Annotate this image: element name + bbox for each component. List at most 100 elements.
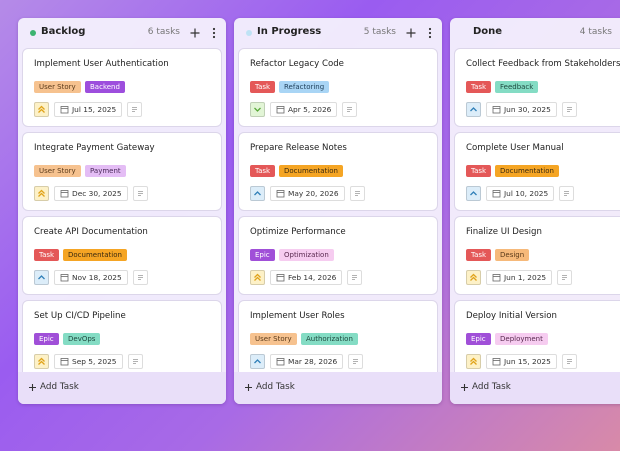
add-task-button[interactable]: Add Task — [450, 372, 620, 404]
calendar-icon — [492, 274, 501, 282]
task-card[interactable]: Prepare Release Notes Task Documentation Ma… — [238, 132, 438, 211]
tag: Task — [250, 81, 276, 93]
chevron — [254, 191, 261, 196]
card-title: Implement User Authentication — [34, 59, 169, 69]
plus-icon — [29, 384, 36, 391]
menu-button[interactable] — [427, 27, 433, 39]
due-date: Dec 30, 2025 — [54, 186, 128, 201]
column-header: Done 4 tasks — [450, 18, 620, 48]
priority-icon — [34, 102, 49, 117]
priority-icon — [466, 186, 481, 201]
due-date: May 20, 2026 — [270, 186, 345, 201]
column: Backlog 6 tasks Implement User Authenticat… — [18, 18, 226, 404]
notes-icon — [347, 270, 362, 285]
task-card[interactable]: Refactor Legacy Code Task Refactoring Apr 5… — [238, 48, 438, 127]
notes-icon — [342, 102, 357, 117]
due-date: Jul 15, 2025 — [54, 102, 123, 117]
lines — [567, 359, 572, 364]
date-text: Nov 18, 2025 — [72, 273, 122, 282]
task-count: 5 tasks — [363, 27, 396, 37]
lines — [138, 191, 143, 196]
calendar-icon — [60, 358, 69, 366]
task-card[interactable]: Optimize Performance Epic Optimization Feb … — [238, 216, 438, 295]
chevron — [470, 357, 477, 365]
card-title: Set Up CI/CD Pipeline — [34, 311, 126, 321]
lines — [567, 107, 572, 112]
calendar-icon — [60, 106, 69, 114]
priority-icon — [466, 102, 481, 117]
card-title: Collect Feedback from Stakeholders — [466, 59, 620, 69]
date-text: Jul 15, 2025 — [72, 105, 117, 114]
card-title: Complete User Manual — [466, 143, 564, 153]
lines — [133, 359, 138, 364]
calendar-icon — [276, 106, 285, 114]
task-count: 4 tasks — [579, 27, 612, 37]
card-title: Create API Documentation — [34, 227, 148, 237]
add-button[interactable] — [189, 27, 201, 39]
lines — [352, 275, 357, 280]
lines — [562, 275, 567, 280]
calendar-icon — [60, 274, 69, 282]
task-card[interactable]: Finalize UI Design Task Design Jun 1, 2025 — [454, 216, 620, 295]
card-title: Integrate Payment Gateway — [34, 143, 155, 153]
column-title: Done — [473, 26, 503, 37]
task-card[interactable]: Implement User Authentication User Story B… — [22, 48, 222, 127]
chevron — [254, 107, 261, 112]
tag: Optimization — [279, 249, 334, 261]
priority-icon — [250, 102, 265, 117]
lines — [564, 191, 569, 196]
calendar-icon — [276, 358, 285, 366]
task-card[interactable]: Deploy Initial Version Epic Deployment Jun … — [454, 300, 620, 372]
due-date: Sep 5, 2025 — [54, 354, 123, 369]
date-text: Jun 30, 2025 — [504, 105, 551, 114]
tag: Task — [466, 249, 492, 261]
task-card[interactable]: Complete User Manual Task Documentation Jul… — [454, 132, 620, 211]
column-title: Backlog — [41, 26, 86, 37]
column-title: In Progress — [257, 26, 322, 37]
add-task-button[interactable]: Add Task — [18, 372, 226, 404]
tag: Task — [466, 165, 492, 177]
due-date: Jun 30, 2025 — [486, 102, 557, 117]
tag: Deployment — [495, 333, 548, 345]
tag: Task — [34, 249, 60, 261]
notes-icon — [128, 354, 143, 369]
priority-icon — [466, 270, 481, 285]
tag: Refactoring — [279, 81, 330, 93]
tag: DevOps — [63, 333, 101, 345]
task-card[interactable]: Collect Feedback from Stakeholders Task Fe… — [454, 48, 620, 127]
due-date: Nov 18, 2025 — [54, 270, 128, 285]
add-task-button[interactable]: Add Task — [234, 372, 442, 404]
notes-icon — [127, 102, 142, 117]
tag: Documentation — [63, 249, 127, 261]
column: Done 4 tasks Collect Feedback from Stakeho… — [450, 18, 620, 404]
card-list: Refactor Legacy Code Task Refactoring Apr 5… — [234, 48, 442, 372]
date-text: Apr 5, 2026 — [288, 105, 332, 114]
task-card[interactable]: Set Up CI/CD Pipeline Epic DevOps Sep 5, 20… — [22, 300, 222, 372]
due-date: Jul 10, 2025 — [486, 186, 555, 201]
card-title: Prepare Release Notes — [250, 143, 347, 153]
priority-icon — [34, 270, 49, 285]
tag: Epic — [250, 249, 275, 261]
chevron — [254, 273, 261, 281]
menu-button[interactable] — [211, 27, 217, 39]
task-card[interactable]: Create API Documentation Task Documentatio… — [22, 216, 222, 295]
tag: Task — [250, 165, 276, 177]
chevron — [254, 359, 261, 364]
calendar-icon — [492, 190, 501, 198]
task-card[interactable]: Integrate Payment Gateway User Story Payme… — [22, 132, 222, 211]
due-date: Jun 15, 2025 — [486, 354, 557, 369]
date-text: Feb 14, 2026 — [288, 273, 337, 282]
due-date: Mar 28, 2026 — [270, 354, 344, 369]
notes-icon — [133, 270, 148, 285]
task-card[interactable]: Implement User Roles User Story Authorizat… — [238, 300, 438, 372]
card-list: Collect Feedback from Stakeholders Task Fe… — [450, 48, 620, 372]
notes-icon — [133, 186, 148, 201]
notes-icon — [562, 102, 577, 117]
date-text: Sep 5, 2025 — [72, 357, 117, 366]
tag: User Story — [34, 165, 81, 177]
add-button[interactable] — [405, 27, 417, 39]
status-dot — [246, 30, 252, 36]
chevron — [38, 105, 45, 113]
due-date: Feb 14, 2026 — [270, 270, 343, 285]
